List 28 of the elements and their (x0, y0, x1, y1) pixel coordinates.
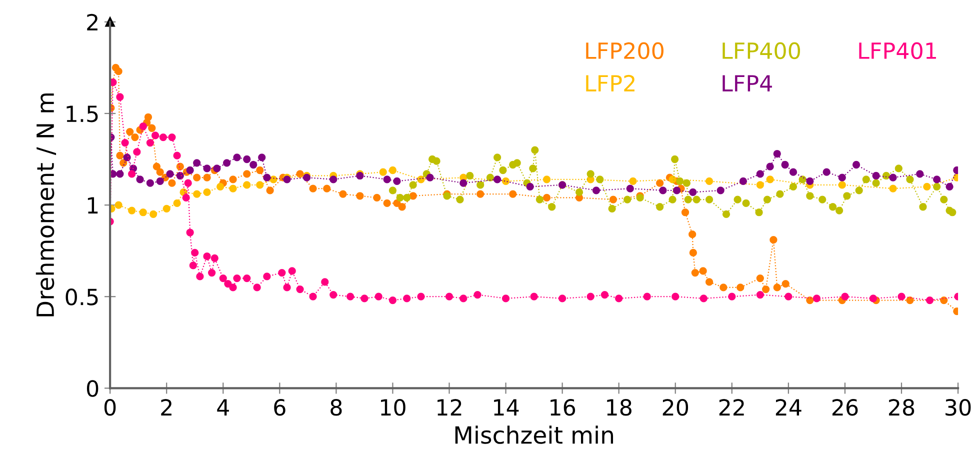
text: LFP4 (722, 75, 772, 92)
text: LFP200 (586, 42, 664, 60)
x-tick-label: 8 (330, 398, 342, 416)
x-tick-label: 20 (662, 398, 688, 416)
x-tick-label: 12 (438, 398, 462, 416)
y-axis-title: Drehmoment / N m (36, 93, 56, 316)
text: LFP400 (722, 42, 800, 60)
x-tick-label: 30 (946, 398, 971, 416)
x-tick-label: 10 (381, 398, 406, 416)
text: LFP2 (586, 74, 634, 92)
y-tick-label: 1 (88, 197, 98, 214)
x-tick-label: 16 (550, 398, 576, 416)
text: LFP401 (859, 42, 936, 60)
x-tick-label: 22 (719, 398, 744, 416)
x-axis-title: Mischzeit min (455, 426, 614, 444)
x-tick-label: 0 (104, 398, 116, 416)
y-tick-label: 2 (87, 14, 98, 30)
x-tick-label: 6 (274, 398, 286, 416)
x-tick-label: 4 (217, 399, 229, 416)
y-tick-label: 0.5 (66, 288, 98, 306)
x-tick-label: 26 (832, 398, 858, 416)
y-tick-label: 0 (86, 380, 98, 397)
x-tick-label: 28 (888, 398, 914, 416)
y-tick-label: 1.5 (66, 106, 98, 122)
x-tick-label: 24 (776, 398, 802, 416)
x-tick-label: 2 (161, 398, 172, 416)
x-tick-label: 18 (607, 398, 632, 416)
x-tick-label: 14 (494, 399, 519, 416)
